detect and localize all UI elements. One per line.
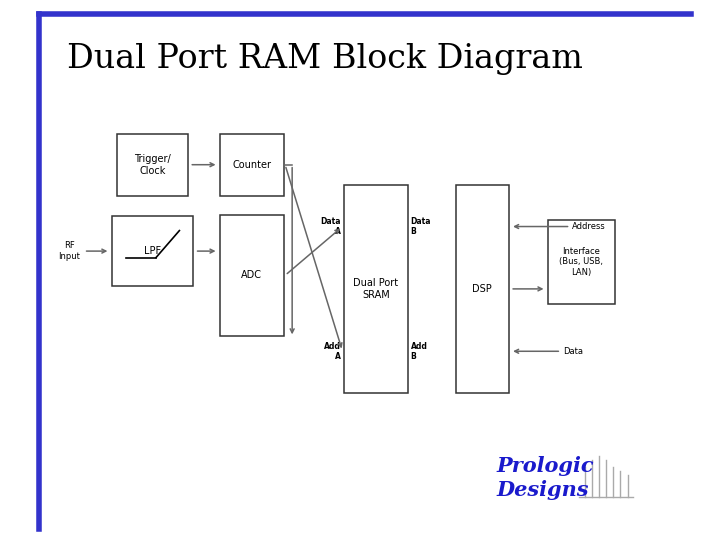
Bar bbox=[112, 216, 193, 286]
Text: DSP: DSP bbox=[472, 284, 492, 294]
Text: Dual Port RAM Block Diagram: Dual Port RAM Block Diagram bbox=[68, 43, 583, 75]
Text: Trigger/
Clock: Trigger/ Clock bbox=[134, 154, 171, 176]
Bar bbox=[220, 214, 284, 336]
Text: LPF: LPF bbox=[144, 246, 161, 256]
Bar bbox=[456, 185, 509, 393]
Bar bbox=[548, 220, 615, 303]
Text: ADC: ADC bbox=[241, 271, 262, 280]
Text: Data
B: Data B bbox=[410, 217, 431, 236]
Text: Data
A: Data A bbox=[320, 217, 341, 236]
Bar bbox=[117, 133, 188, 195]
Text: RF
Input: RF Input bbox=[58, 241, 81, 261]
Bar bbox=[220, 133, 284, 195]
Text: Address: Address bbox=[572, 222, 606, 231]
Text: Data: Data bbox=[563, 347, 582, 356]
Bar bbox=[344, 185, 408, 393]
Text: Interface
(Bus, USB,
LAN): Interface (Bus, USB, LAN) bbox=[559, 247, 603, 277]
Text: Add
B: Add B bbox=[410, 342, 428, 361]
Text: Dual Port
SRAM: Dual Port SRAM bbox=[354, 278, 398, 300]
Text: Add
A: Add A bbox=[324, 342, 341, 361]
Text: Counter: Counter bbox=[233, 160, 271, 170]
Text: Prologic
Designs: Prologic Designs bbox=[496, 456, 594, 500]
